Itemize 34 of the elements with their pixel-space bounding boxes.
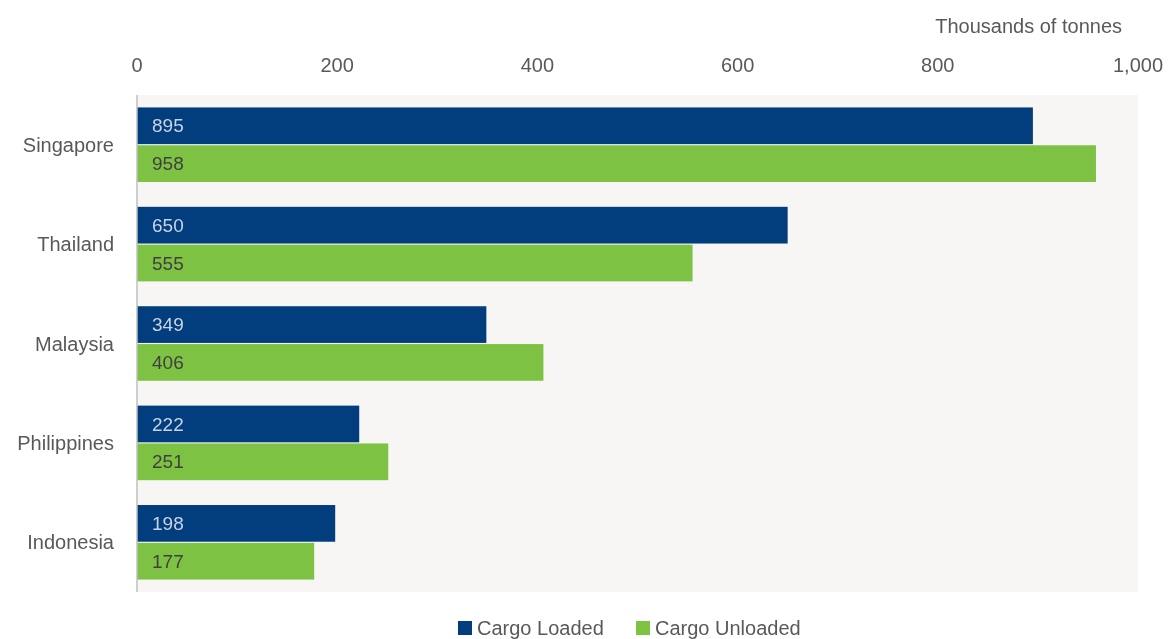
x-tick-label: 800 — [921, 54, 955, 76]
bar — [137, 505, 336, 542]
legend-label: Cargo Unloaded — [655, 617, 801, 639]
bar — [137, 405, 360, 443]
legend-label: Cargo Loaded — [477, 617, 604, 639]
data-label: 406 — [152, 352, 184, 374]
x-tick-label: 400 — [520, 54, 555, 76]
y-tick-label: Philippines — [17, 431, 114, 454]
x-tick-label: 1,000 — [1112, 54, 1164, 76]
bar — [137, 107, 1033, 145]
y-tick-label: Thailand — [37, 233, 114, 256]
data-label: 198 — [152, 513, 184, 535]
bar — [137, 306, 487, 343]
data-label: 958 — [152, 153, 184, 175]
data-label: 177 — [152, 550, 184, 572]
bar — [137, 244, 693, 282]
y-tick-label: Indonesia — [27, 531, 115, 554]
x-tick-label: 200 — [320, 54, 354, 76]
x-axis-title: Thousands of tonnes — [935, 15, 1122, 37]
bar — [137, 145, 1096, 182]
bar — [137, 344, 544, 381]
y-tick-label: Singapore — [22, 133, 114, 156]
x-tick-label: 0 — [131, 54, 143, 76]
data-label: 555 — [152, 252, 184, 274]
data-label: 222 — [152, 413, 184, 435]
bar — [137, 542, 315, 580]
data-label: 251 — [152, 451, 184, 473]
bar — [137, 443, 389, 481]
bar — [137, 206, 788, 244]
data-label: 349 — [152, 314, 184, 336]
data-label: 650 — [152, 214, 184, 236]
x-tick-label: 600 — [720, 54, 755, 76]
data-label: 895 — [152, 115, 184, 137]
y-tick-label: Malaysia — [35, 332, 115, 355]
